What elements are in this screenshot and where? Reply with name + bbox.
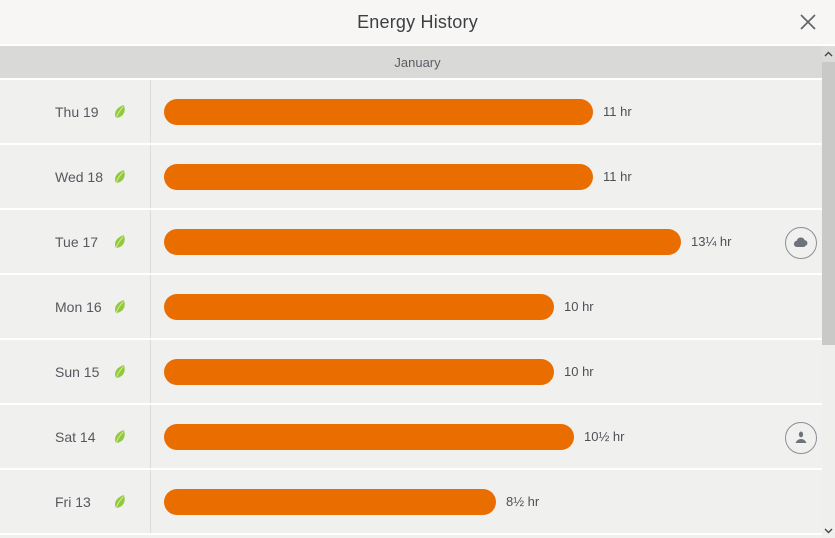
day-row: Fri 13 8½ hr bbox=[0, 470, 822, 533]
day-row: Tue 17 13¼ hr bbox=[0, 210, 822, 273]
day-label: Sun 15 bbox=[55, 363, 100, 380]
usage-bar bbox=[164, 228, 681, 255]
page-title: Energy History bbox=[357, 11, 478, 32]
bar-cell: 13¼ hr bbox=[151, 210, 822, 273]
day-cell: Sat 14 bbox=[0, 405, 151, 468]
usage-bar bbox=[164, 358, 554, 385]
day-row: Sun 15 10 hr bbox=[0, 340, 822, 403]
usage-bar bbox=[164, 98, 593, 125]
duration-label: 10½ hr bbox=[584, 429, 625, 444]
day-cell: Sun 15 bbox=[0, 340, 151, 403]
chevron-up-icon bbox=[824, 51, 833, 57]
duration-label: 11 hr bbox=[603, 104, 632, 119]
bar-cell: 11 hr bbox=[151, 145, 822, 208]
scroll-down-button[interactable] bbox=[822, 524, 835, 538]
leaf-icon bbox=[111, 168, 129, 186]
bar-cell: 10½ hr bbox=[151, 405, 822, 468]
day-cell: Mon 16 bbox=[0, 275, 151, 338]
day-row: Thu 19 11 hr bbox=[0, 80, 822, 143]
day-label: Fri 13 bbox=[55, 493, 91, 510]
close-button[interactable] bbox=[791, 5, 825, 39]
day-cell: Wed 18 bbox=[0, 145, 151, 208]
close-icon bbox=[798, 12, 818, 32]
bar-cell: 8½ hr bbox=[151, 470, 822, 533]
leaf-icon bbox=[111, 493, 129, 511]
leaf-icon bbox=[111, 363, 129, 381]
day-cell: Thu 19 bbox=[0, 80, 151, 143]
bar-cell: 10 hr bbox=[151, 275, 822, 338]
away-badge bbox=[785, 421, 817, 454]
day-label: Wed 18 bbox=[55, 168, 103, 185]
day-row: Wed 18 11 hr bbox=[0, 145, 822, 208]
day-row: Mon 16 10 hr bbox=[0, 275, 822, 338]
day-label: Sat 14 bbox=[55, 428, 96, 445]
usage-bar bbox=[164, 423, 574, 450]
scrollbar-thumb[interactable] bbox=[822, 62, 835, 345]
bar-cell: 10 hr bbox=[151, 340, 822, 403]
person-icon bbox=[794, 431, 808, 444]
day-label: Tue 17 bbox=[55, 233, 99, 250]
day-cell: Tue 17 bbox=[0, 210, 151, 273]
leaf-icon bbox=[111, 298, 129, 316]
usage-bar bbox=[164, 163, 593, 190]
dialog-header: Energy History bbox=[0, 0, 835, 46]
day-cell: Fri 13 bbox=[0, 470, 151, 533]
duration-label: 11 hr bbox=[603, 169, 632, 184]
usage-bar bbox=[164, 293, 554, 320]
next-row-sliver bbox=[0, 535, 822, 538]
duration-label: 8½ hr bbox=[506, 494, 540, 509]
day-label: Mon 16 bbox=[55, 298, 102, 315]
leaf-icon bbox=[111, 233, 129, 251]
leaf-icon bbox=[111, 428, 129, 446]
duration-label: 10 hr bbox=[564, 299, 594, 314]
duration-label: 10 hr bbox=[564, 364, 594, 379]
leaf-icon bbox=[111, 103, 129, 121]
bar-cell: 11 hr bbox=[151, 80, 822, 143]
month-label: January bbox=[394, 54, 441, 70]
day-label: Thu 19 bbox=[55, 103, 99, 120]
scrollbar[interactable] bbox=[822, 46, 835, 538]
day-row: Sat 14 10½ hr bbox=[0, 405, 822, 468]
usage-bar bbox=[164, 488, 496, 515]
scroll-up-button[interactable] bbox=[822, 46, 835, 62]
day-rows: Thu 19 11 hr Wed 18 bbox=[0, 80, 822, 535]
chevron-down-icon bbox=[824, 528, 833, 534]
cloud-badge bbox=[785, 226, 817, 259]
duration-label: 13¼ hr bbox=[691, 234, 732, 249]
cloud-icon bbox=[793, 237, 809, 248]
month-header: January bbox=[0, 46, 835, 78]
